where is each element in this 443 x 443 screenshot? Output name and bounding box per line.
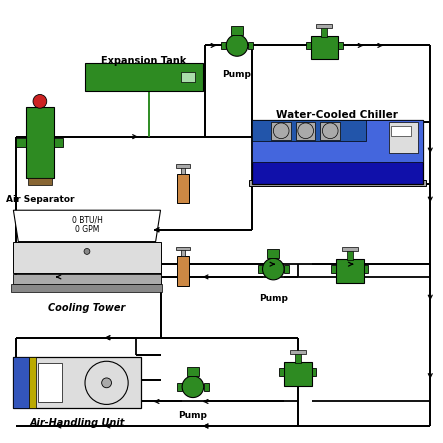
- Bar: [181, 167, 185, 174]
- Bar: [364, 265, 369, 273]
- Bar: [26, 107, 54, 178]
- Bar: [29, 358, 36, 408]
- Circle shape: [298, 123, 314, 139]
- Circle shape: [263, 258, 284, 280]
- Text: Air-Handling Unit: Air-Handling Unit: [30, 418, 125, 428]
- Bar: [16, 138, 26, 148]
- Bar: [13, 274, 160, 284]
- Bar: [177, 174, 189, 203]
- Bar: [176, 246, 190, 250]
- Bar: [258, 265, 263, 273]
- Bar: [13, 241, 160, 273]
- Circle shape: [85, 361, 128, 404]
- Bar: [311, 368, 316, 376]
- Circle shape: [226, 35, 248, 56]
- Bar: [284, 265, 289, 273]
- Bar: [389, 122, 419, 153]
- Bar: [38, 363, 62, 402]
- Bar: [316, 24, 332, 28]
- Circle shape: [182, 376, 204, 397]
- Text: Expansion Tank: Expansion Tank: [101, 56, 187, 66]
- Bar: [177, 383, 182, 391]
- Bar: [252, 120, 365, 140]
- Bar: [28, 178, 52, 185]
- Text: Pump: Pump: [179, 411, 207, 420]
- Bar: [279, 368, 284, 376]
- Bar: [268, 249, 279, 258]
- Bar: [311, 35, 338, 59]
- Bar: [249, 180, 426, 186]
- Bar: [13, 358, 29, 408]
- Bar: [321, 27, 327, 37]
- Bar: [54, 138, 63, 148]
- Bar: [338, 42, 343, 49]
- Bar: [296, 122, 315, 140]
- Bar: [85, 63, 203, 90]
- Bar: [331, 265, 336, 273]
- Text: 0 BTU/H: 0 BTU/H: [71, 216, 102, 225]
- Circle shape: [33, 94, 47, 108]
- Bar: [177, 256, 189, 286]
- Bar: [336, 259, 364, 283]
- Bar: [284, 362, 311, 386]
- Bar: [295, 354, 301, 363]
- Text: Cooling Tower: Cooling Tower: [48, 303, 126, 313]
- Bar: [347, 250, 353, 260]
- Bar: [290, 350, 306, 354]
- Bar: [12, 284, 163, 291]
- Circle shape: [323, 123, 338, 139]
- Text: Pump: Pump: [222, 70, 252, 79]
- Bar: [252, 120, 424, 184]
- Circle shape: [102, 378, 112, 388]
- Text: 0 GPM: 0 GPM: [75, 225, 99, 234]
- Text: Pump: Pump: [259, 294, 288, 303]
- Circle shape: [84, 249, 90, 254]
- Circle shape: [273, 123, 289, 139]
- Polygon shape: [13, 210, 160, 241]
- Bar: [222, 42, 226, 49]
- Bar: [320, 122, 340, 140]
- Bar: [272, 122, 291, 140]
- Bar: [13, 358, 141, 408]
- Bar: [391, 126, 411, 136]
- Bar: [306, 42, 311, 49]
- Bar: [204, 383, 209, 391]
- Bar: [248, 42, 253, 49]
- Bar: [231, 26, 243, 35]
- Bar: [252, 120, 424, 162]
- Bar: [187, 367, 199, 376]
- Bar: [176, 164, 190, 168]
- Bar: [181, 249, 185, 256]
- Text: Water-Cooled Chiller: Water-Cooled Chiller: [276, 110, 398, 120]
- Bar: [342, 248, 358, 252]
- Bar: [181, 72, 195, 82]
- Text: Air Separator: Air Separator: [6, 194, 74, 203]
